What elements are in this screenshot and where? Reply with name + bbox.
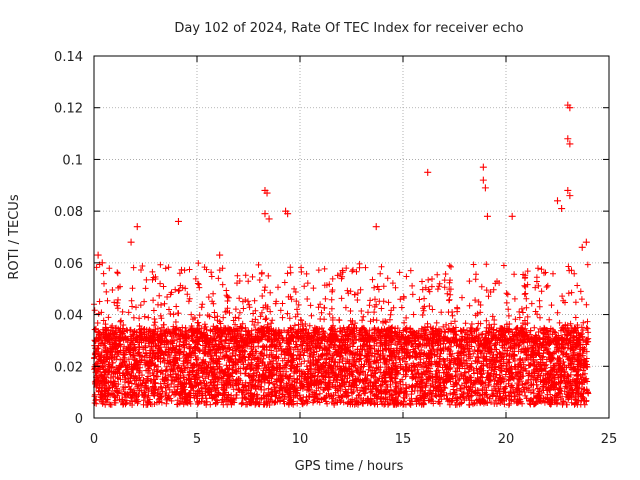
plot-frame bbox=[93, 55, 610, 419]
data-point bbox=[481, 184, 489, 192]
data-point bbox=[508, 212, 516, 220]
data-point bbox=[261, 210, 269, 218]
data-point bbox=[564, 135, 572, 143]
data-point bbox=[566, 104, 574, 112]
data-point bbox=[479, 176, 487, 184]
data-point bbox=[554, 197, 561, 205]
data-point bbox=[483, 212, 491, 220]
data-point bbox=[265, 215, 273, 223]
data-point bbox=[284, 210, 292, 218]
y-axis-label: ROTI / TECUs bbox=[7, 194, 22, 279]
x-axis-label: GPS time / hours bbox=[295, 459, 404, 474]
data-point bbox=[133, 223, 141, 231]
x-tick-label: 25 bbox=[601, 432, 618, 447]
y-tick-label: 0.02 bbox=[54, 360, 83, 375]
chart-title: Day 102 of 2024, Rate Of TEC Index for r… bbox=[174, 21, 523, 36]
scatter-cloud bbox=[91, 260, 592, 409]
y-tick-label: 0.1 bbox=[62, 153, 83, 168]
y-tick-label: 0.12 bbox=[54, 102, 83, 117]
data-point bbox=[127, 238, 135, 246]
x-tick-label: 20 bbox=[498, 432, 515, 447]
tick-labels: 0 5 10 15 20 25 0 0.02 0.04 0.06 0.08 0.1 0.12 0.14 bbox=[54, 50, 617, 447]
data-point bbox=[566, 140, 574, 148]
data-point bbox=[564, 186, 572, 194]
data-point bbox=[424, 168, 432, 176]
axis-ticks bbox=[93, 55, 610, 419]
data-point bbox=[372, 223, 380, 231]
data-point bbox=[558, 205, 566, 213]
y-tick-label: 0.06 bbox=[54, 257, 83, 272]
x-tick-label: 0 bbox=[90, 432, 98, 447]
data-point bbox=[479, 163, 487, 171]
data-point bbox=[216, 251, 224, 259]
data-point bbox=[263, 189, 271, 197]
data-point bbox=[566, 192, 574, 200]
x-tick-label: 15 bbox=[395, 432, 412, 447]
y-tick-label: 0.04 bbox=[54, 309, 83, 324]
data-point bbox=[582, 238, 590, 246]
data-point bbox=[578, 243, 586, 251]
data-point bbox=[174, 217, 182, 225]
y-tick-label: 0.14 bbox=[54, 50, 83, 65]
x-tick-label: 10 bbox=[292, 432, 309, 447]
y-tick-label: 0.08 bbox=[54, 205, 83, 220]
data-points bbox=[91, 101, 592, 409]
y-tick-label: 0 bbox=[75, 412, 83, 427]
data-point bbox=[94, 251, 102, 259]
x-tick-label: 5 bbox=[193, 432, 201, 447]
